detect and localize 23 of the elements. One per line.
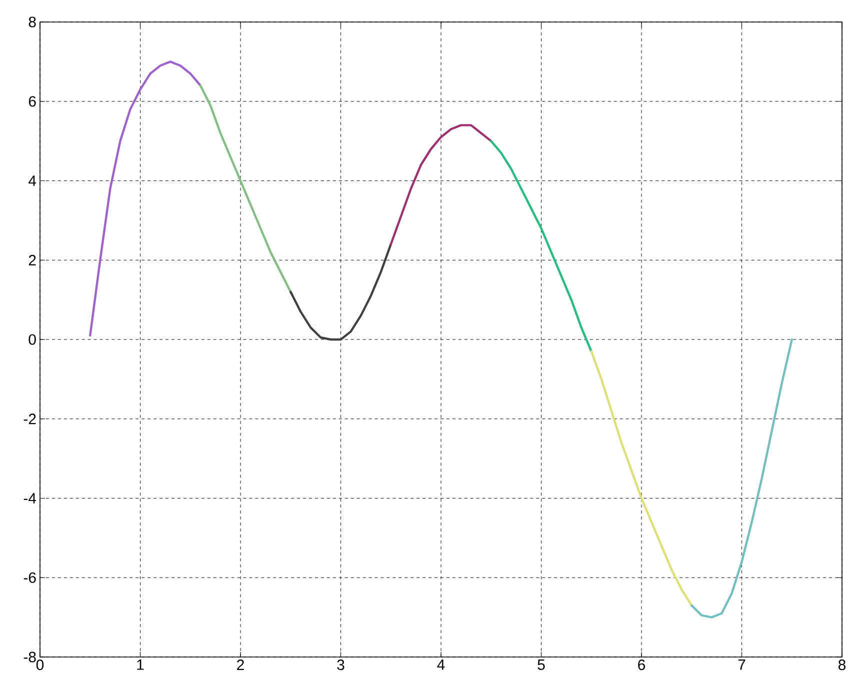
x-tick-label: 1 (137, 660, 144, 670)
y-tick-label: -2 (24, 414, 36, 424)
y-tick-label: -6 (24, 572, 36, 583)
x-tick-label: 8 (838, 660, 846, 670)
x-tick-label: 0 (36, 660, 44, 670)
y-tick-label: 0 (28, 334, 36, 345)
y-tick-label: -8 (24, 652, 36, 662)
x-tick-label: 7 (738, 660, 746, 670)
x-tick-label: 2 (237, 660, 244, 670)
y-tick-label: 2 (28, 254, 36, 266)
line-series (490, 140, 592, 352)
line-series (290, 243, 392, 341)
y-tick-label: 8 (28, 16, 36, 28)
line-series (690, 338, 793, 618)
x-tick-label: 4 (437, 660, 445, 670)
x-tick-label: 5 (538, 660, 545, 670)
line-series (89, 60, 202, 337)
x-tick-label: 3 (337, 660, 344, 670)
line-series (390, 124, 492, 246)
y-tick-label: 4 (28, 176, 36, 186)
y-tick-label: 6 (28, 96, 36, 107)
y-tick-label: -4 (24, 493, 36, 504)
x-tick-label: 6 (638, 660, 646, 670)
